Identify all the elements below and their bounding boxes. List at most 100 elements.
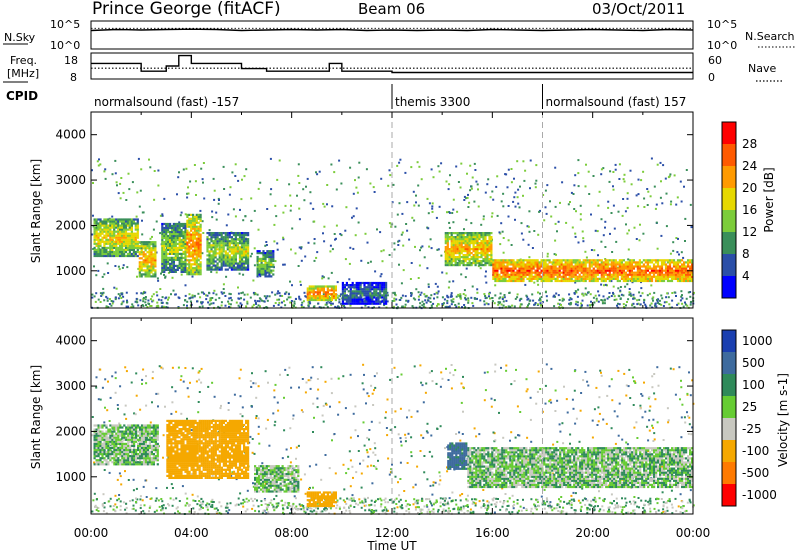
power-region-cell: [182, 246, 185, 249]
power-ground-cell: [681, 297, 684, 300]
velocity-noise-cell: [692, 504, 695, 507]
power-region-cell: [624, 271, 627, 274]
power-noise-cell: [327, 277, 330, 280]
power-region-cell: [197, 263, 200, 266]
power-region-cell: [334, 298, 337, 302]
power-ground-cell: [463, 304, 466, 306]
power-region-cell: [247, 248, 250, 251]
power-region-cell: [130, 254, 133, 258]
power-ground-cell: [545, 295, 548, 298]
power-ground-cell: [300, 304, 303, 306]
power-noise-cell: [513, 196, 516, 199]
power-noise-cell: [298, 207, 301, 210]
power-ground-cell: [328, 301, 331, 304]
power-region-cell: [206, 262, 209, 265]
power-region-cell: [123, 236, 126, 239]
power-region-cell: [456, 262, 459, 265]
power-region-cell: [230, 240, 233, 243]
power-region-cell: [330, 295, 333, 298]
cpid-row: normalsound (fast) -157 themis 3300 normal…: [94, 84, 686, 109]
power-region-cell: [268, 273, 271, 276]
power-region-cell: [192, 259, 195, 262]
power-region-cell: [514, 263, 517, 266]
power-region-cell: [498, 267, 501, 270]
power-region-cell: [347, 302, 350, 305]
power-region-cell: [484, 238, 487, 241]
power-region-cell: [502, 275, 505, 278]
power-noise-cell: [159, 232, 162, 235]
power-ground-cell: [240, 303, 243, 306]
power-region-cell: [490, 240, 493, 243]
power-region-cell: [144, 253, 147, 256]
power-region-cell: [199, 245, 202, 248]
power-noise-cell: [309, 202, 312, 205]
power-region-cell: [310, 289, 313, 292]
power-region-cell: [193, 223, 196, 226]
power-ground-cell: [689, 303, 692, 306]
power-region-cell: [184, 230, 187, 234]
power-region-cell: [498, 279, 501, 283]
power-region-cell: [466, 234, 469, 237]
velocity-noise-cell: [518, 434, 521, 437]
power-region-cell: [210, 250, 213, 253]
power-region-cell: [134, 224, 137, 227]
power-region-cell: [195, 245, 198, 248]
power-noise-cell: [304, 255, 307, 258]
power-region-cell: [472, 254, 475, 257]
power-region-cell: [381, 290, 384, 293]
power-region-cell: [124, 222, 128, 225]
power-region-cell: [260, 265, 263, 268]
power-ground-cell: [485, 296, 488, 299]
power-noise-cell: [297, 174, 300, 177]
power-noise-cell: [637, 178, 640, 181]
power-region-cell: [594, 275, 597, 278]
power-region-cell: [381, 288, 384, 291]
power-region-cell: [508, 259, 511, 262]
power-region-cell: [474, 242, 477, 245]
power-region-cell: [272, 269, 275, 272]
power-region-cell: [245, 256, 248, 259]
power-region-cell: [111, 222, 114, 225]
power-noise-cell: [355, 207, 358, 210]
power-region-cell: [614, 261, 617, 264]
power-noise-cell: [344, 258, 347, 261]
power-region-cell: [268, 257, 271, 260]
power-noise-cell: [92, 248, 95, 250]
power-ground-cell: [378, 306, 381, 309]
power-region-cell: [113, 230, 116, 233]
power-region-cell: [685, 273, 688, 276]
power-noise-cell: [250, 219, 253, 222]
power-region-cell: [260, 267, 263, 270]
power-region-cell: [375, 294, 378, 297]
power-ground-cell: [625, 304, 627, 307]
power-noise-cell: [615, 240, 618, 243]
power-noise-cell: [119, 197, 122, 200]
power-region-cell: [232, 238, 235, 241]
power-noise-cell: [628, 229, 630, 232]
power-noise-cell: [104, 168, 107, 171]
power-region-cell: [197, 239, 200, 242]
power-region-cell: [540, 271, 543, 274]
power-region-cell: [174, 222, 177, 226]
velocity-noise-cell: [377, 459, 379, 462]
power-region-cell: [117, 254, 120, 258]
power-region-cell: [197, 217, 200, 220]
power-region-cell: [490, 232, 493, 235]
power-region-cell: [197, 243, 200, 246]
power-region-cell: [109, 252, 112, 256]
power-region-cell: [326, 295, 329, 298]
power-region-cell: [180, 224, 183, 228]
power-region-cell: [322, 297, 325, 300]
power-region-cell: [105, 250, 108, 254]
power-region-cell: [540, 277, 543, 280]
power-region-cell: [172, 238, 175, 242]
power-noise-cell: [419, 249, 421, 252]
power-region-cell: [128, 224, 131, 227]
power-region-cell: [558, 269, 561, 272]
power-region-cell: [652, 275, 656, 278]
power-region-cell: [488, 264, 491, 267]
power-noise-cell: [434, 282, 437, 285]
power-noise-cell: [277, 290, 280, 293]
power-region-cell: [375, 300, 378, 303]
power-region-cell: [184, 236, 187, 240]
